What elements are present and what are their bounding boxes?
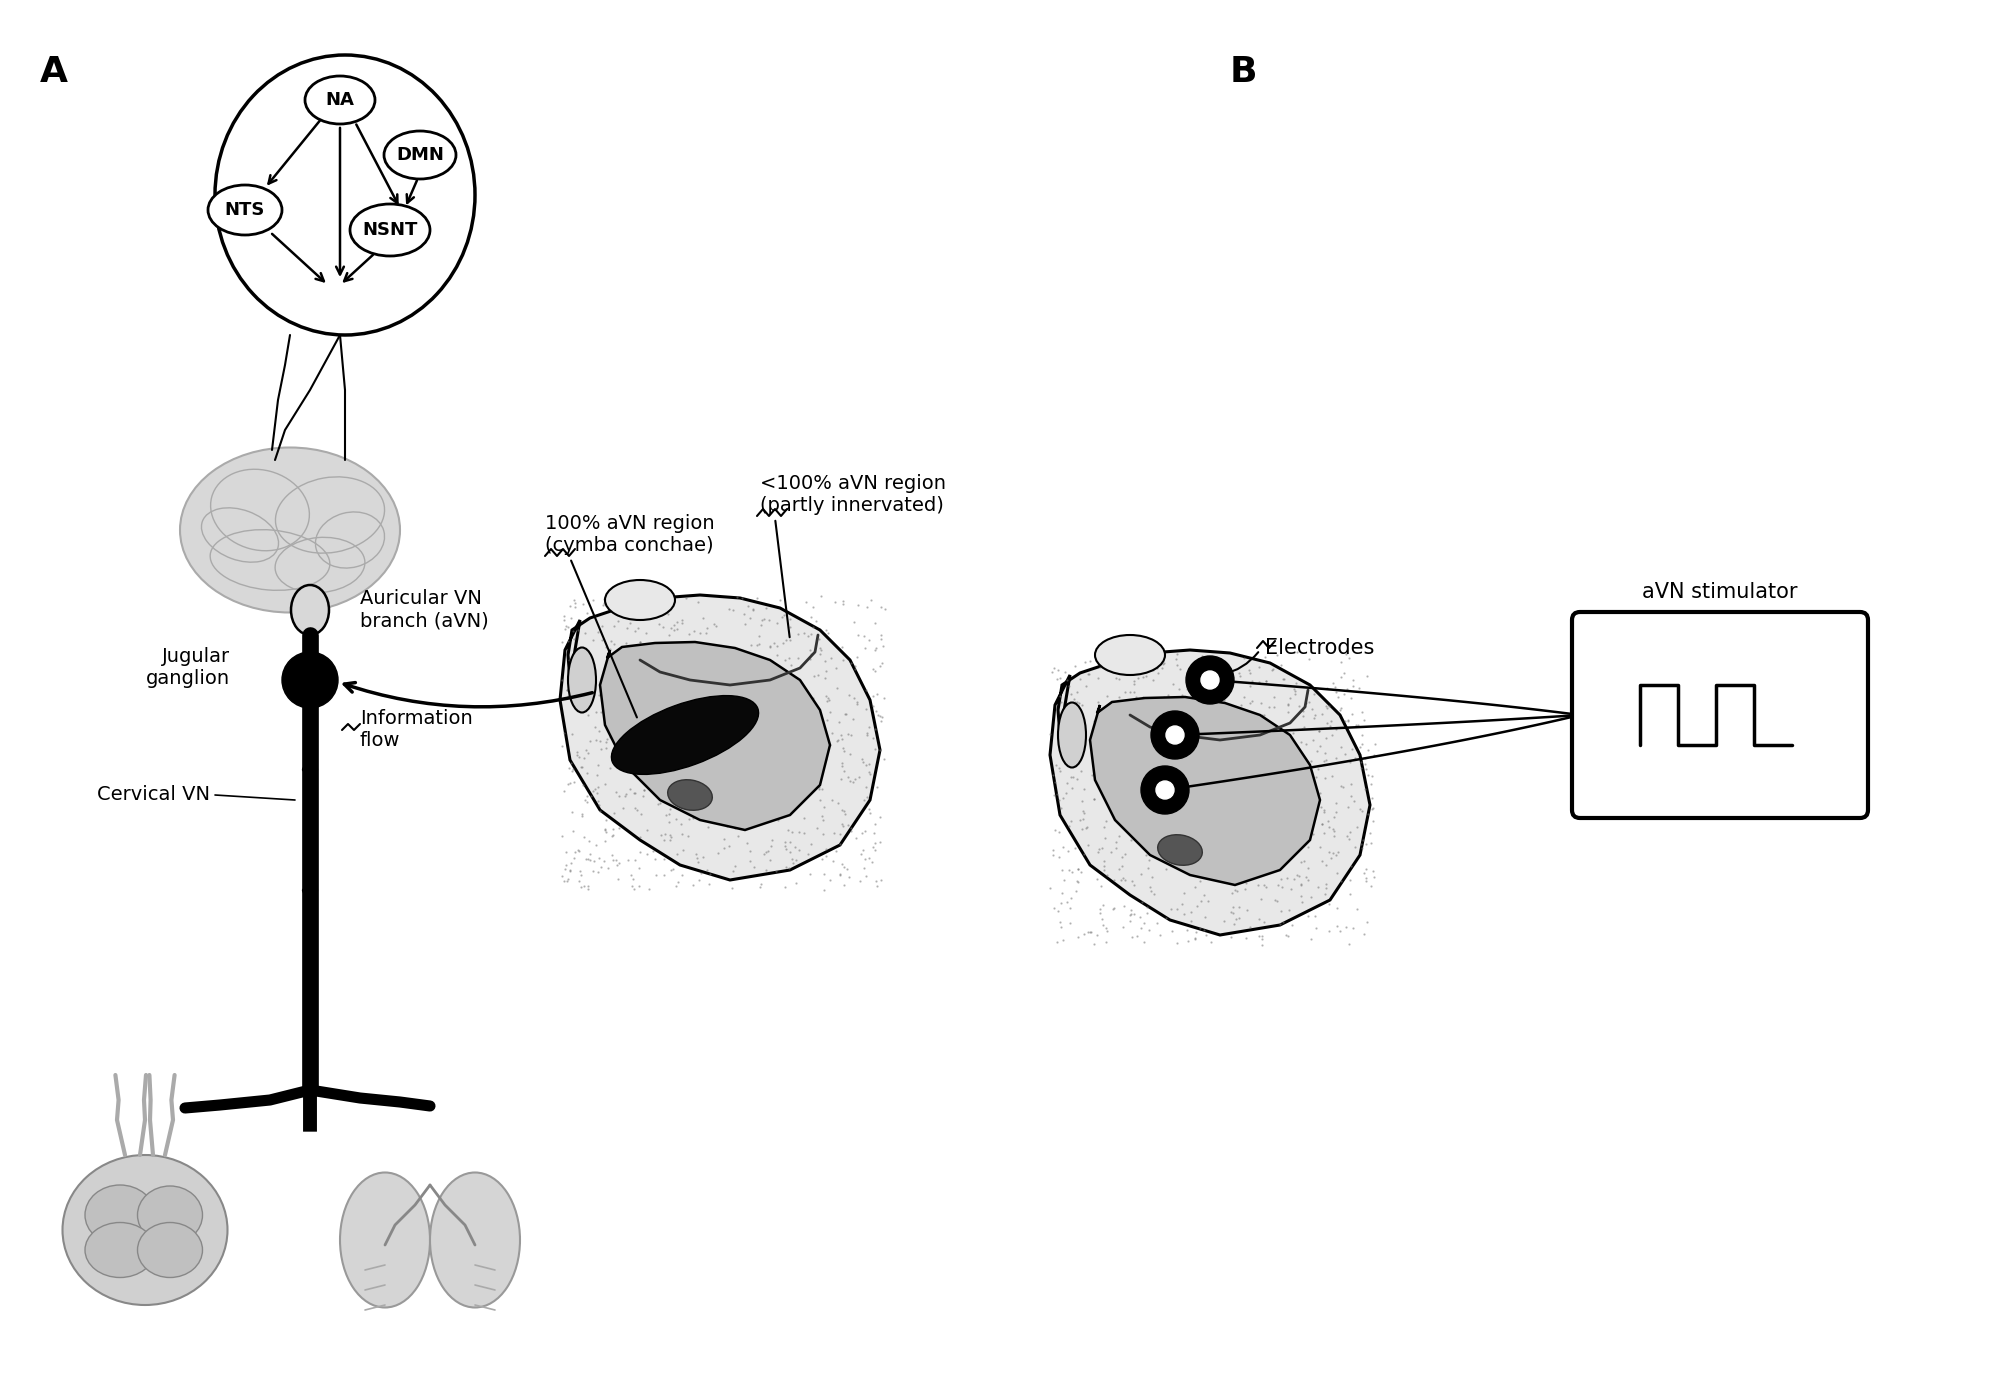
Ellipse shape: [340, 1173, 430, 1307]
Ellipse shape: [84, 1185, 154, 1245]
Ellipse shape: [611, 696, 759, 774]
Polygon shape: [1049, 649, 1369, 935]
Circle shape: [1151, 711, 1199, 759]
Polygon shape: [601, 643, 831, 831]
Text: NSNT: NSNT: [362, 221, 418, 239]
Text: DMN: DMN: [396, 146, 444, 163]
Circle shape: [1165, 726, 1183, 744]
Ellipse shape: [138, 1186, 202, 1244]
Ellipse shape: [84, 1222, 154, 1277]
Text: A: A: [40, 55, 68, 89]
Circle shape: [1201, 671, 1219, 689]
Polygon shape: [1089, 697, 1319, 886]
Polygon shape: [561, 595, 881, 880]
Ellipse shape: [669, 780, 713, 810]
Ellipse shape: [290, 585, 328, 634]
Ellipse shape: [1095, 634, 1165, 676]
Ellipse shape: [384, 130, 456, 178]
Ellipse shape: [605, 579, 675, 621]
Ellipse shape: [208, 185, 282, 235]
FancyBboxPatch shape: [1572, 612, 1868, 818]
Ellipse shape: [180, 448, 400, 612]
Ellipse shape: [350, 205, 430, 255]
Text: aVN stimulator: aVN stimulator: [1642, 582, 1798, 601]
Text: Information
flow: Information flow: [360, 710, 472, 751]
Circle shape: [1155, 781, 1173, 799]
Text: B: B: [1229, 55, 1257, 89]
Text: Jugular
ganglion: Jugular ganglion: [146, 648, 230, 688]
Ellipse shape: [430, 1173, 521, 1307]
Ellipse shape: [569, 648, 597, 713]
Ellipse shape: [138, 1222, 202, 1277]
Text: NTS: NTS: [224, 200, 264, 220]
Text: NA: NA: [326, 91, 354, 108]
Text: Cervical VN: Cervical VN: [96, 785, 210, 805]
Circle shape: [1185, 656, 1233, 704]
Ellipse shape: [1057, 703, 1085, 768]
Text: Auricular VN
branch (aVN): Auricular VN branch (aVN): [360, 589, 488, 630]
Ellipse shape: [304, 76, 374, 124]
Text: Electrodes: Electrodes: [1265, 638, 1375, 658]
Text: <100% aVN region
(partly innervated): <100% aVN region (partly innervated): [761, 474, 947, 515]
Circle shape: [1141, 766, 1189, 814]
Ellipse shape: [62, 1155, 228, 1304]
Text: 100% aVN region
(cymba conchae): 100% aVN region (cymba conchae): [545, 514, 715, 555]
Ellipse shape: [1157, 835, 1203, 865]
Circle shape: [282, 652, 338, 708]
